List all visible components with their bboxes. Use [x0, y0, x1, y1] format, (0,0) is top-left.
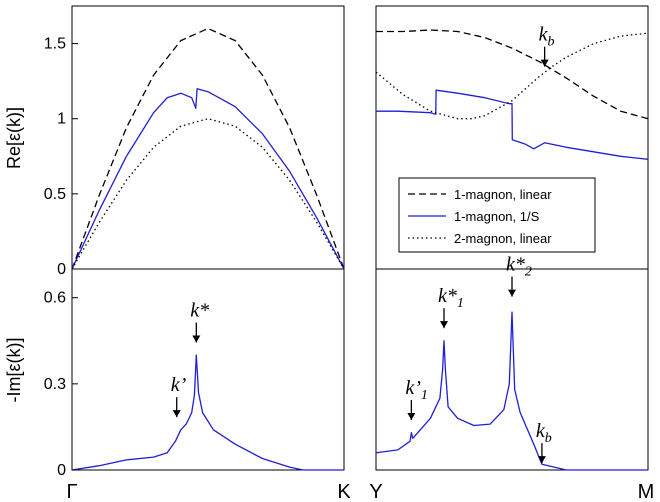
annotation-label-im-left-0: k* — [190, 300, 209, 322]
panel-frame-bottom-left — [71, 268, 345, 471]
legend-label-1-magnon-linear: 1-magnon, linear — [454, 187, 552, 202]
annotation-arrowhead-im-left-0 — [192, 335, 201, 343]
annotation-label-im-right-0: k*1 — [438, 285, 464, 311]
y-tick-label-im-left-0: 0 — [57, 462, 66, 479]
y-tick-label-re-left-1: 0.5 — [44, 186, 66, 203]
y-tick-label-re-left-0: 0 — [57, 261, 66, 278]
x-tick-y: Y — [369, 481, 382, 502]
series-line-re-left-1 — [71, 88, 345, 270]
series-line-re-right-1 — [376, 89, 649, 160]
panel-frame-top-left — [71, 5, 345, 270]
annotation-sub-im-right-3: b — [545, 431, 552, 446]
series-line-im-left-0 — [71, 354, 344, 471]
series-line-re-left-0 — [71, 27, 345, 270]
annotation-arrowhead-im-right-2 — [407, 413, 416, 421]
y-axis-label-re: Re[ε(k)] — [4, 107, 24, 169]
annotation-label-im-right-2: k’1 — [405, 377, 428, 403]
panel-frame-bottom-right — [375, 268, 649, 471]
annotation-sub-im-right-2: 1 — [421, 388, 428, 403]
y-tick-label-re-left-3: 1.5 — [44, 36, 66, 53]
legend: 1-magnon, linear 1-magnon, 1/S 2-magnon,… — [398, 177, 596, 253]
y-axis-label-im: -Im[ε(k)] — [4, 337, 24, 402]
annotation-sub-im-right-0: 1 — [457, 296, 464, 311]
annotation-arrowhead-re-right-0 — [540, 59, 549, 67]
annotation-sub-re-right-0: b — [548, 35, 555, 50]
annotation-label-im-right-3: kb — [536, 420, 552, 446]
y-tick-label-im-left-1: 0.3 — [44, 376, 66, 393]
legend-label-2-magnon-linear: 2-magnon, linear — [454, 231, 552, 246]
annotation-arrowhead-im-right-1 — [508, 289, 516, 297]
annotation-label-im-left-1: k’ — [171, 374, 187, 396]
x-tick-m: M — [638, 481, 655, 502]
legend-label-1-magnon-1s: 1-magnon, 1/S — [454, 209, 540, 224]
y-tick-label-im-left-2: 0.6 — [44, 290, 66, 307]
annotation-arrowhead-im-right-0 — [440, 321, 448, 329]
annotation-label-im-right-1: k*2 — [506, 254, 532, 280]
x-tick-gamma: Γ — [66, 481, 77, 502]
series-line-re-right-0 — [376, 29, 649, 120]
x-tick-k: K — [337, 481, 351, 502]
legend-box — [398, 177, 596, 253]
annotation-label-re-right-0: kb — [539, 24, 555, 50]
y-tick-label-re-left-2: 1 — [57, 111, 66, 128]
annotation-sub-im-right-1: 2 — [525, 265, 532, 280]
series-line-im-right-0 — [375, 311, 648, 471]
annotation-arrowhead-im-left-1 — [172, 410, 181, 418]
annotation-arrowhead-im-right-3 — [537, 456, 546, 464]
series-line-re-right-2 — [375, 32, 649, 120]
